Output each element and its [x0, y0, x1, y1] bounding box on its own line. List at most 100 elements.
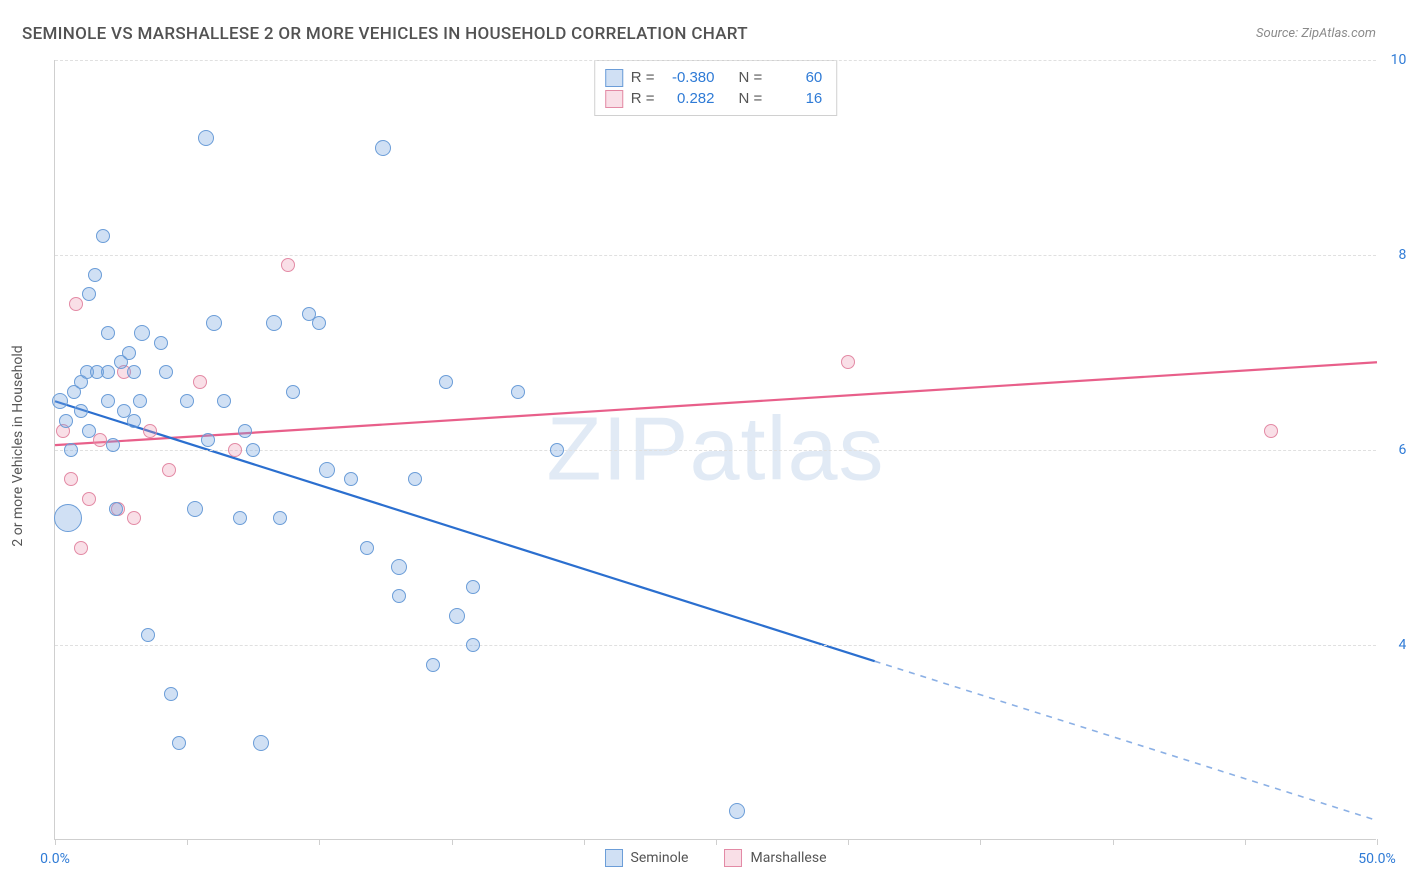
seminole-point — [141, 628, 155, 642]
xtick — [980, 839, 981, 845]
swatch-seminole — [605, 69, 623, 87]
seminole-point — [375, 140, 391, 156]
seminole-point — [101, 394, 115, 408]
xtick — [55, 839, 56, 845]
xtick — [319, 839, 320, 845]
xtick — [584, 839, 585, 845]
seminole-point — [180, 394, 194, 408]
marshallese-point — [69, 297, 83, 311]
seminole-point — [392, 589, 406, 603]
seminole-point — [286, 385, 300, 399]
seminole-point — [154, 336, 168, 350]
seminole-point — [88, 268, 102, 282]
xtick — [1113, 839, 1114, 845]
xtick-label: 0.0% — [40, 851, 70, 867]
marshallese-point — [64, 472, 78, 486]
seminole-point — [233, 511, 247, 525]
ytick-label: 60.0% — [1381, 442, 1406, 458]
series-label-seminole: Seminole — [631, 850, 689, 866]
seminole-point — [159, 365, 173, 379]
r-value-marshallese: 0.282 — [663, 88, 715, 109]
seminole-point — [238, 424, 252, 438]
seminole-point — [101, 326, 115, 340]
legend-series: Seminole Marshallese — [605, 849, 827, 867]
plot-area: ZIPatlas R = -0.380 N = 60 R = 0.282 N =… — [54, 60, 1376, 840]
seminole-point — [198, 130, 214, 146]
n-label: N = — [739, 88, 763, 109]
seminole-point — [360, 541, 374, 555]
seminole-point — [134, 325, 150, 341]
marshallese-point — [82, 492, 96, 506]
xtick — [716, 839, 717, 845]
xtick — [452, 839, 453, 845]
seminole-point — [109, 502, 123, 516]
swatch-seminole-b — [605, 849, 623, 867]
ytick-label: 80.0% — [1381, 247, 1406, 263]
y-axis-label: 2 or more Vehicles in Household — [10, 345, 26, 546]
legend-item-seminole: Seminole — [605, 849, 689, 867]
seminole-point — [187, 501, 203, 517]
seminole-point — [273, 511, 287, 525]
ytick-label: 100.0% — [1381, 52, 1406, 68]
n-value-seminole: 60 — [770, 67, 822, 88]
gridline-h — [55, 645, 1376, 646]
seminole-point — [106, 438, 120, 452]
seminole-point — [82, 287, 96, 301]
seminole-point — [201, 433, 215, 447]
seminole-point — [312, 316, 326, 330]
seminole-point — [729, 803, 745, 819]
xtick — [1245, 839, 1246, 845]
seminole-point — [164, 687, 178, 701]
r-label: R = — [631, 88, 655, 109]
seminole-point — [133, 394, 147, 408]
seminole-point — [101, 365, 115, 379]
seminole-point — [466, 638, 480, 652]
seminole-point — [96, 229, 110, 243]
marshallese-point — [143, 424, 157, 438]
marshallese-point — [228, 443, 242, 457]
seminole-point — [439, 375, 453, 389]
seminole-point — [217, 394, 231, 408]
seminole-point — [59, 414, 73, 428]
seminole-point — [408, 472, 422, 486]
source-label: Source: ZipAtlas.com — [1256, 26, 1376, 41]
xtick — [848, 839, 849, 845]
seminole-point — [52, 393, 68, 409]
seminole-point — [266, 315, 282, 331]
legend-item-marshallese: Marshallese — [724, 849, 826, 867]
seminole-point — [344, 472, 358, 486]
seminole-point — [206, 315, 222, 331]
seminole-point — [449, 608, 465, 624]
marshallese-point — [193, 375, 207, 389]
ytick-label: 40.0% — [1381, 637, 1406, 653]
marshallese-point — [1264, 424, 1278, 438]
legend-row-marshallese: R = 0.282 N = 16 — [605, 88, 823, 109]
marshallese-point — [93, 433, 107, 447]
r-value-seminole: -0.380 — [663, 67, 715, 88]
gridline-h — [55, 60, 1376, 61]
n-label: N = — [739, 67, 763, 88]
marshallese-point — [127, 511, 141, 525]
seminole-point — [550, 443, 564, 457]
series-label-marshallese: Marshallese — [750, 850, 826, 866]
swatch-marshallese — [605, 90, 623, 108]
seminole-point — [253, 735, 269, 751]
seminole-point — [319, 462, 335, 478]
seminole-point — [82, 424, 96, 438]
r-label: R = — [631, 67, 655, 88]
xtick — [187, 839, 188, 845]
seminole-point — [426, 658, 440, 672]
marshallese-point — [162, 463, 176, 477]
seminole-point — [466, 580, 480, 594]
xtick-label: 50.0% — [1358, 851, 1396, 867]
marshallese-point — [281, 258, 295, 272]
n-value-marshallese: 16 — [770, 88, 822, 109]
seminole-point — [54, 504, 82, 532]
swatch-marshallese-b — [724, 849, 742, 867]
chart-title: SEMINOLE VS MARSHALLESE 2 OR MORE VEHICL… — [22, 24, 748, 44]
seminole-point — [127, 365, 141, 379]
legend-correlation: R = -0.380 N = 60 R = 0.282 N = 16 — [594, 60, 838, 116]
seminole-point — [391, 559, 407, 575]
seminole-point — [511, 385, 525, 399]
seminole-point — [74, 404, 88, 418]
